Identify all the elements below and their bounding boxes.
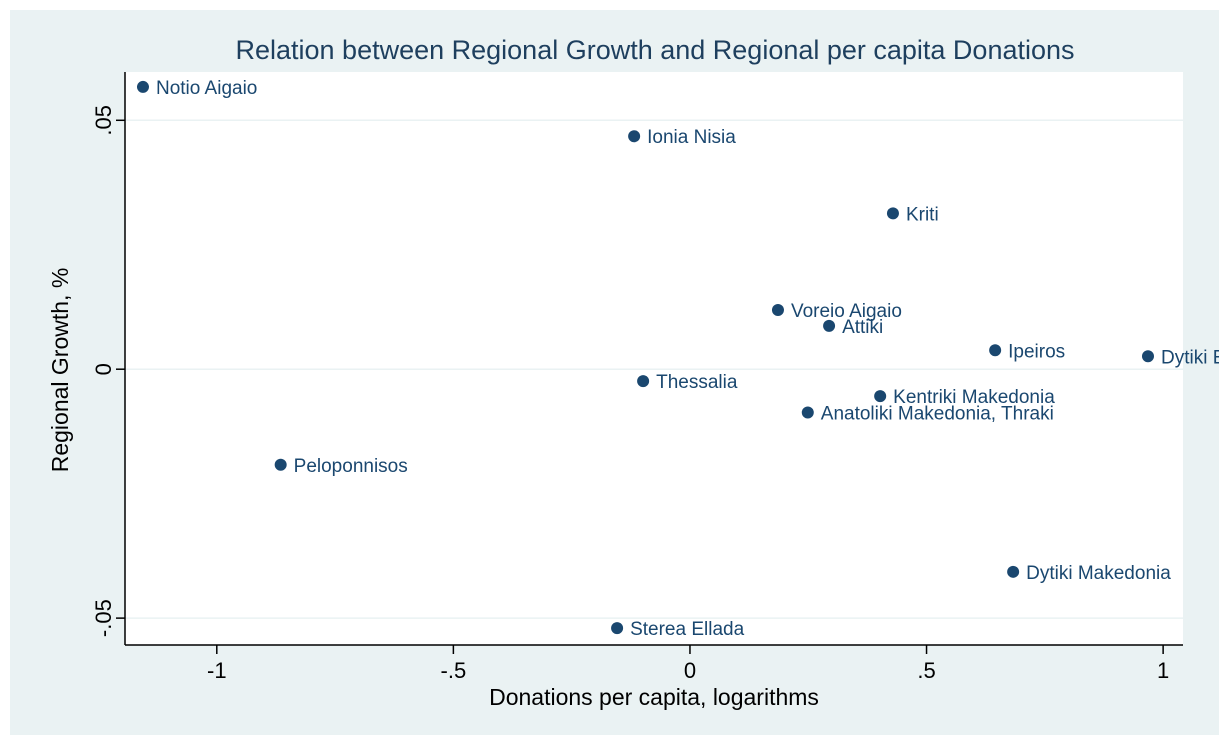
point xyxy=(637,375,650,388)
x-tick-label: 0 xyxy=(684,658,696,683)
x-axis-label: Donations per capita, logarithms xyxy=(489,684,819,710)
point xyxy=(989,344,1002,357)
y-axis-label: Regional Growth, % xyxy=(47,268,73,473)
point-label: Anatoliki Makedonia, Thraki xyxy=(821,404,1054,425)
point-label: Peloponnisos xyxy=(294,456,408,477)
point-label: Voreio Aigaio xyxy=(791,301,902,322)
point-label: Dytiki Ellada xyxy=(1161,347,1219,368)
point-label: Notio Aigaio xyxy=(156,78,257,99)
point xyxy=(801,406,814,419)
point-label: Thessalia xyxy=(656,372,738,393)
point xyxy=(1141,350,1154,363)
point xyxy=(611,622,624,635)
x-tick-label: -1 xyxy=(207,658,227,683)
point xyxy=(274,458,287,471)
point xyxy=(1007,565,1020,578)
x-tick-label: 1 xyxy=(1157,658,1169,683)
point-label: Ipeiros xyxy=(1008,341,1065,362)
y-tick-label: .05 xyxy=(91,105,116,136)
plot-region xyxy=(125,72,1183,645)
point-label: Kentriki Makedonia xyxy=(893,387,1055,408)
point-label: Sterea Ellada xyxy=(630,619,745,640)
y-tick-label: 0 xyxy=(91,363,116,375)
y-tick-label: -.05 xyxy=(91,599,116,637)
x-tick-label: -.5 xyxy=(441,658,467,683)
point xyxy=(823,319,836,332)
point xyxy=(136,80,149,93)
point-label: Ionia Nisia xyxy=(647,127,736,148)
chart-title: Relation between Regional Growth and Reg… xyxy=(235,35,1074,65)
point xyxy=(874,390,887,403)
point xyxy=(628,130,641,143)
point-label: Dytiki Makedonia xyxy=(1026,563,1171,584)
point xyxy=(771,303,784,316)
point-label: Kriti xyxy=(906,204,939,225)
point-label: Attiki xyxy=(842,317,883,338)
point xyxy=(886,207,899,220)
x-tick-label: .5 xyxy=(917,658,935,683)
